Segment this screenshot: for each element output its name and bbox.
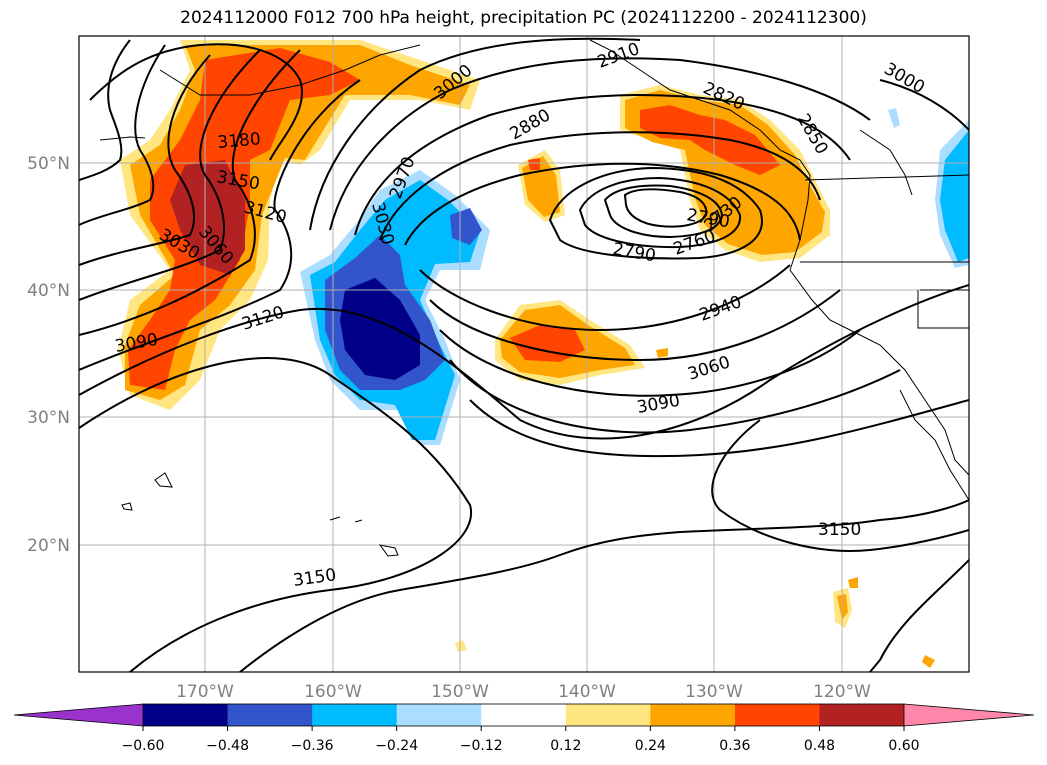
- colorbar: −0.60 −0.48 −0.36 −0.24 −0.12 0.12 0.24 0.36 0.4…: [13, 703, 1035, 754]
- precip-blob-4: [922, 655, 935, 668]
- map-title: 2024112000 F012 700 hPa height, precipit…: [180, 8, 867, 28]
- longitude-labels: 170°W 160°W 150°W 140°W 130°W 120°W: [176, 682, 871, 702]
- precip-blob-6: [656, 348, 668, 358]
- precip-positive-northwest: [620, 85, 830, 262]
- map-area: 3180 3150 3120 3060 3030 3120 3090 3000 …: [79, 36, 969, 672]
- latitude-labels: 50°N 40°N 30°N 20°N: [27, 154, 70, 556]
- colorbar-frame: [142, 703, 905, 727]
- precip-blob-3: [848, 577, 858, 588]
- colorbar-tick-label: 0.48: [804, 738, 835, 754]
- colorbar-swatch: [650, 704, 736, 726]
- precip-negative-central: [300, 170, 490, 445]
- lon-label: 150°W: [431, 682, 489, 702]
- colorbar-tick-label: −0.48: [206, 738, 249, 754]
- gridlines: [79, 36, 969, 672]
- colorbar-left-extension: [14, 704, 143, 726]
- colorbar-swatch: [734, 704, 820, 726]
- lon-label: 120°W: [813, 682, 871, 702]
- lon-label: 130°W: [685, 682, 743, 702]
- coastlines: [99, 39, 969, 557]
- colorbar-tick-label: 0.24: [635, 738, 666, 754]
- contour-label: 3180: [217, 129, 262, 153]
- colorbar-tick-label: −0.60: [122, 738, 165, 754]
- precip-negative-small: [888, 108, 900, 128]
- lon-label: 170°W: [176, 682, 234, 702]
- colorbar-swatch: [396, 704, 482, 726]
- lat-label: 30°N: [27, 408, 70, 428]
- colorbar-tick-label: −0.36: [291, 738, 334, 754]
- height-contours: [79, 37, 969, 672]
- colorbar-swatch: [312, 704, 398, 726]
- colorbar-tick-label: −0.12: [460, 738, 503, 754]
- lon-label: 160°W: [304, 682, 362, 702]
- colorbar-swatch: [143, 704, 229, 726]
- colorbar-tick-label: 0.60: [888, 738, 919, 754]
- precip-blob-5: [455, 640, 467, 652]
- colorbar-swatch: [227, 704, 313, 726]
- colorbar-swatch: [481, 704, 567, 726]
- lat-label: 50°N: [27, 154, 70, 174]
- lat-label: 20°N: [27, 536, 70, 556]
- contour-label: 3150: [818, 520, 861, 540]
- lon-label: 140°W: [558, 682, 616, 702]
- colorbar-swatch: [565, 704, 651, 726]
- colorbar-swatch: [819, 704, 905, 726]
- colorbar-tick-label: 0.12: [550, 738, 581, 754]
- colorbar-right-extension: [904, 704, 1034, 726]
- lat-label: 40°N: [27, 281, 70, 301]
- colorbar-tick-label: −0.24: [375, 738, 418, 754]
- colorbar-tick-label: 0.36: [719, 738, 750, 754]
- map-frame: [78, 35, 970, 673]
- precip-positive-west: [118, 40, 480, 410]
